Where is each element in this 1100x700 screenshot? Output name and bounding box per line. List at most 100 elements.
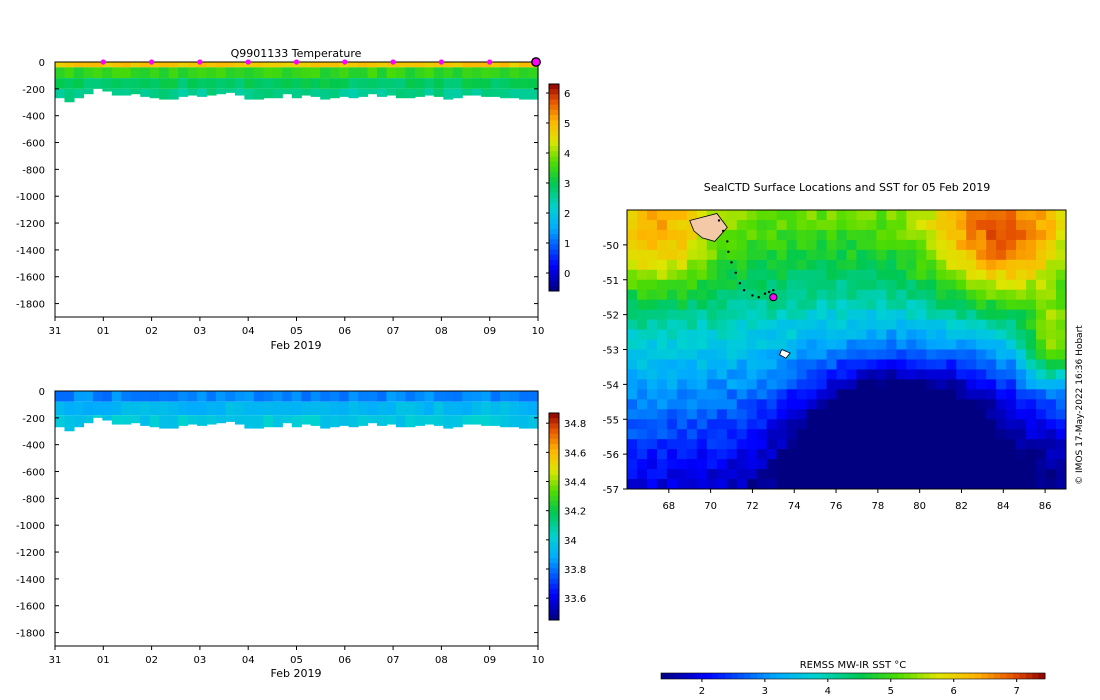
sst-cell [936,219,947,231]
lat-tick-label: -55 [603,415,619,426]
sst-cell [666,349,678,360]
sst-cell [716,399,728,410]
sst-cell [636,459,648,470]
sst-cell [896,369,907,380]
sst-cell [846,409,857,420]
sst-cell [1046,249,1057,261]
sst-cell [766,249,778,261]
sst-cell [966,439,977,450]
colorbar-segment [549,516,559,523]
sst-cell [1026,449,1037,460]
sst-cell [996,399,1007,410]
sst-cell [716,369,728,380]
sst-cell [826,279,838,291]
sst-cell [1006,279,1017,291]
sst-cell [756,210,768,221]
section-cell [405,88,416,99]
sst-cell [746,309,758,321]
sst-cell [656,449,668,460]
sst-cell [826,459,838,470]
sst-cell [836,289,847,301]
sst-cell [1046,279,1057,291]
sst-cell [856,479,867,490]
sst-cell [646,309,658,321]
sst-cell [666,269,678,281]
section-cell [282,88,293,95]
sst-cell [856,359,867,370]
section-cell [519,415,530,429]
sst-cell [1046,229,1057,241]
colorbar-segment [549,109,559,116]
sst-cell [836,210,847,221]
section-cell [310,391,321,402]
sst-cell [666,309,678,321]
section-cell [55,391,66,402]
sst-cell [816,419,828,430]
section-cell [206,62,217,68]
sst-cell [936,299,947,311]
sst-cell [876,459,887,470]
section-cell [272,88,283,99]
sst-cell [1056,299,1067,311]
sst-cell [876,479,887,490]
sst-cell [627,389,638,400]
colorbar-segment [549,444,559,450]
sst-cell [906,369,917,380]
section-cell [320,88,331,100]
sst-cell [1036,210,1047,221]
colorbar-segment [549,120,559,126]
section-cell [244,415,255,429]
sst-cell [627,349,638,360]
sst-cell [986,299,997,311]
sst-cell [716,319,728,331]
section-cell [244,67,255,79]
sst-cell [1006,379,1017,390]
section-cell [225,415,236,422]
sst-cell [716,389,728,400]
sst-cell [826,210,838,221]
track-point [763,292,767,295]
sst-cell [736,319,748,331]
sst-cell [886,349,897,360]
section-cell [291,391,302,402]
sst-cell [866,459,877,470]
surfacing-marker [197,59,203,65]
colorbar-segment [549,218,559,225]
sst-cell [776,389,788,400]
section-cell [490,62,501,68]
section-cell [490,415,501,426]
sst-cell [627,439,638,450]
sst-cell [686,319,698,331]
sst-cell [926,329,937,341]
section-cell [55,415,66,428]
sst-cell [866,449,877,460]
sst-cell [996,429,1007,440]
sst-cell [896,239,907,251]
sst-cell [1056,219,1067,231]
sst-cell [996,249,1007,261]
sst-cell [1026,319,1037,331]
sst-cell [936,389,947,400]
section-cell [102,88,113,92]
sst-cell [976,389,987,400]
colorbar-segment [549,449,559,455]
section-cell [471,401,482,416]
sst-cell [946,479,957,490]
sst-cell [1016,339,1027,350]
sst-cell [656,309,668,321]
y-tick-label: -1000 [16,521,45,532]
sst-colorbar-segment [705,673,713,679]
sst-cell [1036,249,1047,261]
sst-cell [926,479,937,490]
sst-cell [726,369,738,380]
x-tick-label: 06 [338,655,351,666]
sst-cell [1036,409,1047,420]
sst-cell [776,409,788,420]
sst-cell [956,399,967,410]
sst-cell [946,329,957,341]
sst-cell [896,429,907,440]
sst-cell [1046,239,1057,251]
sst-cell [686,259,698,271]
section-cell [272,391,283,402]
lon-tick-label: 86 [1039,501,1052,512]
